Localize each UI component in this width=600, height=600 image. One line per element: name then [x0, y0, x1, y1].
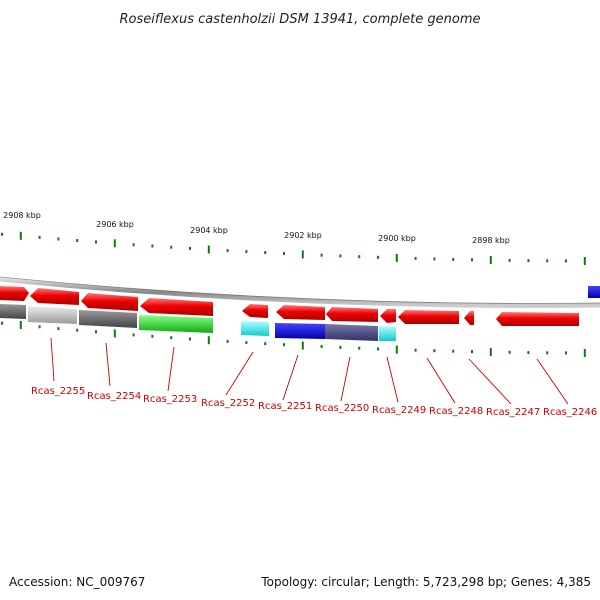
- gene-label[interactable]: Rcas_2253: [143, 394, 197, 405]
- gene-arrow[interactable]: [276, 305, 325, 320]
- gene-box-cyan[interactable]: [241, 321, 269, 336]
- kbp-label: 2900 kbp: [378, 234, 416, 243]
- gene-label[interactable]: Rcas_2246: [543, 407, 597, 418]
- gene-arrow[interactable]: [380, 309, 396, 323]
- accession-text: Accession: NC_009767: [9, 575, 145, 589]
- gene-arrow[interactable]: [464, 311, 474, 325]
- gene-arrow[interactable]: [0, 286, 29, 301]
- kbp-label: 2908 kbp: [3, 211, 41, 220]
- gene-label-connectors: [50, 337, 569, 405]
- kbp-label: 2898 kbp: [472, 236, 510, 245]
- gene-arrow[interactable]: [30, 288, 79, 305]
- gene-box-blue[interactable]: [588, 286, 600, 298]
- kbp-label: 2904 kbp: [190, 226, 228, 235]
- gene-box-cyan[interactable]: [379, 326, 396, 341]
- gene-label[interactable]: Rcas_2248: [429, 406, 483, 417]
- gene-box-grey-dark[interactable]: [79, 310, 137, 328]
- gene-label[interactable]: Rcas_2252: [201, 398, 255, 409]
- kbp-label: 2906 kbp: [96, 220, 134, 229]
- gene-box-slate[interactable]: [325, 324, 378, 341]
- topology-text: Topology: circular; Length: 5,723,298 bp…: [260, 575, 591, 589]
- scale-ticks-top: [1, 231, 586, 265]
- gene-arrow[interactable]: [326, 307, 378, 322]
- gene-label[interactable]: Rcas_2255: [31, 386, 85, 397]
- map-title: Roseiflexus castenholzii DSM 13941, comp…: [120, 12, 481, 27]
- genome-backbone-edge: [0, 276, 600, 304]
- gene-box-blue[interactable]: [275, 323, 325, 339]
- scale-ticks-bottom: [1, 321, 586, 357]
- gene-arrow[interactable]: [140, 298, 213, 316]
- gene-box-grey-dark[interactable]: [0, 304, 26, 319]
- gene-arrow[interactable]: [496, 312, 579, 326]
- gene-box-grey-light[interactable]: [28, 306, 77, 324]
- gene-label[interactable]: Rcas_2251: [258, 401, 312, 412]
- kbp-label: 2902 kbp: [284, 231, 322, 240]
- gene-label[interactable]: Rcas_2254: [87, 391, 141, 402]
- gene-arrow[interactable]: [398, 310, 459, 324]
- genome-backbone: [0, 276, 600, 308]
- gene-label[interactable]: Rcas_2247: [486, 407, 540, 418]
- gene-label[interactable]: Rcas_2250: [315, 403, 369, 414]
- gene-arrow[interactable]: [81, 293, 138, 311]
- gene-box-green[interactable]: [139, 315, 213, 333]
- gene-label[interactable]: Rcas_2249: [372, 405, 426, 416]
- gene-arrow[interactable]: [242, 304, 268, 318]
